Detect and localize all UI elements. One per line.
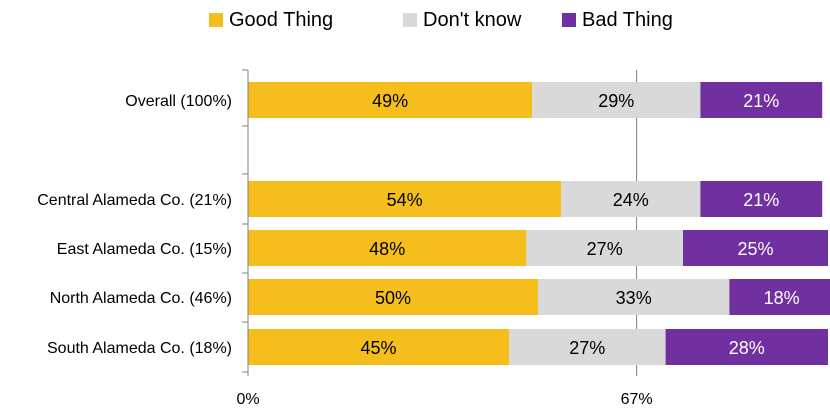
bar-bad-thing-central-alameda-co-21 — [700, 181, 823, 217]
legend-swatch-dont-know — [403, 13, 417, 27]
bar-good-thing-north-alameda-co-46 — [248, 279, 538, 315]
data-label-bad-thing-north-alameda-co-46: 18% — [764, 288, 800, 308]
legend-item-good-thing: Good Thing — [209, 6, 333, 34]
category-label-south-alameda-co-18: South Alameda Co. (18%) — [47, 340, 232, 357]
legend-item-bad-thing: Bad Thing — [562, 6, 673, 34]
x-tick-label-67: 67% — [621, 391, 653, 408]
category-label-central-alameda-co-21: Central Alameda Co. (21%) — [37, 192, 232, 209]
bar-don-t-know-overall-100 — [532, 82, 701, 118]
data-label-don-t-know-north-alameda-co-46: 33% — [616, 288, 652, 308]
bar-bad-thing-south-alameda-co-18 — [665, 329, 828, 365]
legend-label-dont-know: Don't know — [423, 8, 522, 31]
category-label-overall-100: Overall (100%) — [125, 93, 232, 110]
x-tick-label-0: 0% — [236, 391, 259, 408]
bar-bad-thing-overall-100 — [700, 82, 823, 118]
data-label-good-thing-east-alameda-co-15: 48% — [369, 239, 405, 259]
data-label-don-t-know-overall-100: 29% — [598, 91, 634, 111]
legend-swatch-bad-thing — [562, 13, 576, 27]
category-label-east-alameda-co-15: East Alameda Co. (15%) — [57, 241, 232, 258]
data-label-don-t-know-south-alameda-co-18: 27% — [569, 338, 605, 358]
bar-good-thing-south-alameda-co-18 — [248, 329, 509, 365]
data-label-bad-thing-overall-100: 21% — [743, 91, 779, 111]
data-label-bad-thing-east-alameda-co-15: 25% — [737, 239, 773, 259]
data-label-good-thing-north-alameda-co-46: 50% — [375, 288, 411, 308]
legend-label-bad-thing: Bad Thing — [582, 8, 673, 31]
bar-don-t-know-north-alameda-co-46 — [538, 279, 730, 315]
data-label-good-thing-south-alameda-co-18: 45% — [360, 338, 396, 358]
bar-bad-thing-east-alameda-co-15 — [683, 230, 828, 266]
data-label-don-t-know-east-alameda-co-15: 27% — [587, 239, 623, 259]
data-label-don-t-know-central-alameda-co-21: 24% — [613, 190, 649, 210]
data-label-good-thing-central-alameda-co-21: 54% — [387, 190, 423, 210]
bar-don-t-know-central-alameda-co-21 — [561, 181, 701, 217]
data-label-good-thing-overall-100: 49% — [372, 91, 408, 111]
legend: Good Thing Don't know Bad Thing — [0, 6, 830, 34]
legend-label-good-thing: Good Thing — [229, 8, 334, 31]
data-label-bad-thing-central-alameda-co-21: 21% — [743, 190, 779, 210]
bar-good-thing-east-alameda-co-15 — [248, 230, 527, 266]
bar-good-thing-overall-100 — [248, 82, 533, 118]
bar-don-t-know-south-alameda-co-18 — [509, 329, 666, 365]
legend-swatch-good-thing — [209, 13, 223, 27]
bar-good-thing-central-alameda-co-21 — [248, 181, 562, 217]
data-label-bad-thing-south-alameda-co-18: 28% — [729, 338, 765, 358]
bar-don-t-know-east-alameda-co-15 — [526, 230, 683, 266]
category-label-north-alameda-co-46: North Alameda Co. (46%) — [50, 290, 232, 307]
legend-item-dont-know: Don't know — [403, 6, 521, 34]
bar-bad-thing-north-alameda-co-46 — [729, 279, 830, 315]
